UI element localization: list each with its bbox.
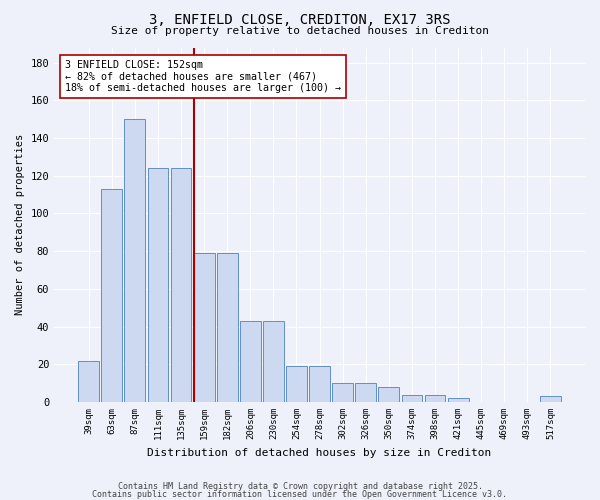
Bar bbox=[425, 394, 445, 402]
Text: 3 ENFIELD CLOSE: 152sqm
← 82% of detached houses are smaller (467)
18% of semi-d: 3 ENFIELD CLOSE: 152sqm ← 82% of detache… bbox=[65, 60, 341, 93]
Bar bbox=[194, 253, 215, 402]
Bar bbox=[355, 383, 376, 402]
Bar bbox=[309, 366, 330, 402]
Text: Size of property relative to detached houses in Crediton: Size of property relative to detached ho… bbox=[111, 26, 489, 36]
Bar bbox=[448, 398, 469, 402]
Bar bbox=[124, 119, 145, 402]
Bar bbox=[379, 387, 399, 402]
Bar bbox=[148, 168, 169, 402]
Bar bbox=[217, 253, 238, 402]
X-axis label: Distribution of detached houses by size in Crediton: Distribution of detached houses by size … bbox=[148, 448, 492, 458]
Bar bbox=[240, 321, 261, 402]
Text: Contains public sector information licensed under the Open Government Licence v3: Contains public sector information licen… bbox=[92, 490, 508, 499]
Bar bbox=[263, 321, 284, 402]
Bar bbox=[286, 366, 307, 402]
Bar bbox=[101, 189, 122, 402]
Bar bbox=[332, 383, 353, 402]
Text: 3, ENFIELD CLOSE, CREDITON, EX17 3RS: 3, ENFIELD CLOSE, CREDITON, EX17 3RS bbox=[149, 12, 451, 26]
Y-axis label: Number of detached properties: Number of detached properties bbox=[15, 134, 25, 316]
Bar bbox=[540, 396, 561, 402]
Bar bbox=[78, 360, 99, 402]
Bar bbox=[401, 394, 422, 402]
Bar bbox=[170, 168, 191, 402]
Text: Contains HM Land Registry data © Crown copyright and database right 2025.: Contains HM Land Registry data © Crown c… bbox=[118, 482, 482, 491]
